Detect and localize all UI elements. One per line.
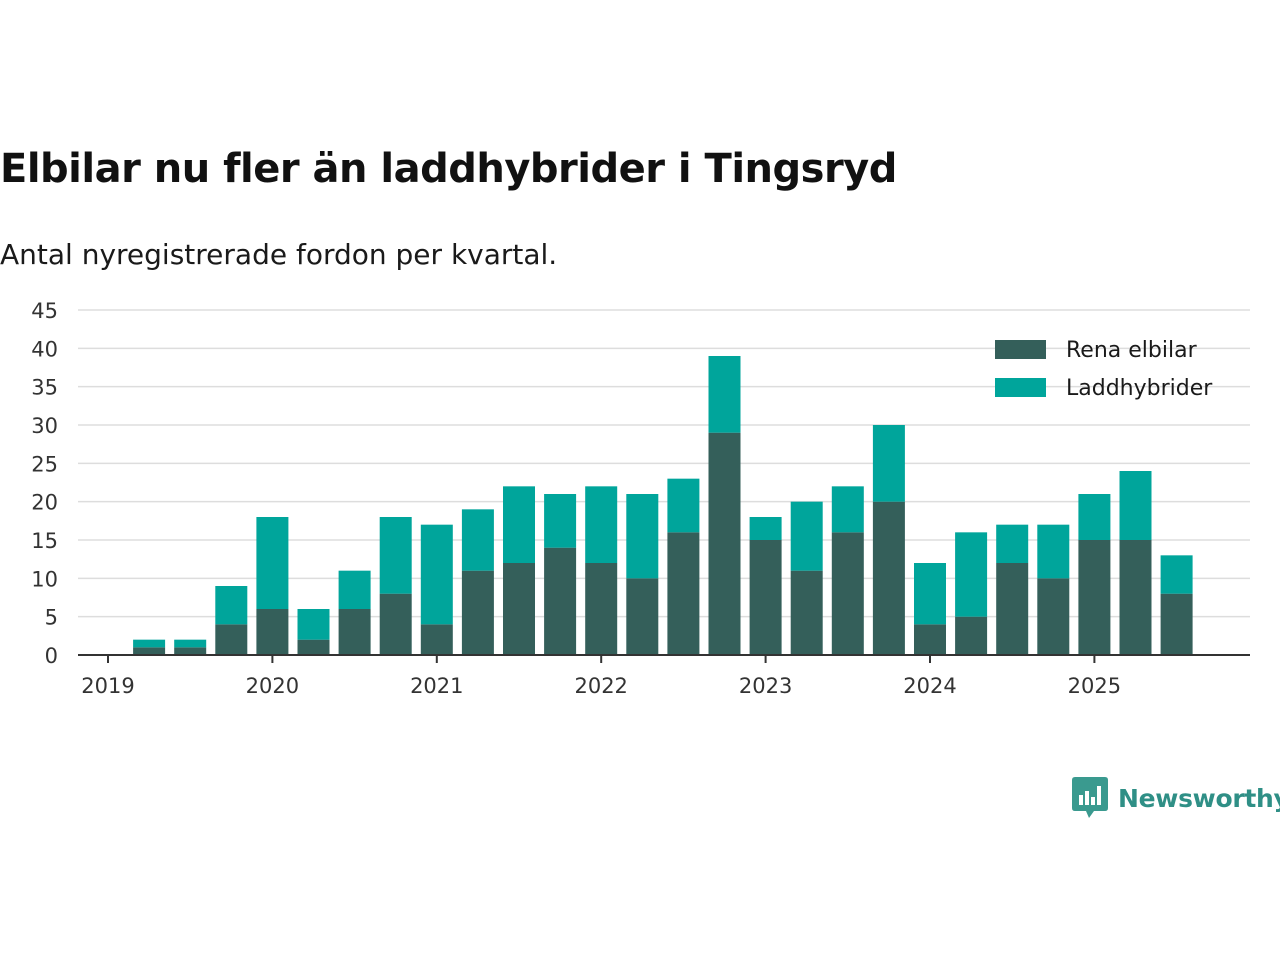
bar-laddhybrider — [338, 570, 371, 609]
bar-laddhybrider — [461, 509, 494, 571]
bar-laddhybrider — [544, 494, 577, 548]
x-tick-label: 2021 — [410, 674, 463, 698]
bar-rena-elbilar — [708, 432, 741, 655]
y-tick-label: 35 — [31, 376, 58, 400]
y-axis-ticks: 0 5 10 15 20 25 30 35 40 45 — [31, 299, 58, 668]
bar-laddhybrider — [133, 639, 166, 648]
bar-rena-elbilar — [461, 570, 494, 655]
bar-laddhybrider — [174, 639, 207, 648]
x-tick-label: 2023 — [739, 674, 792, 698]
y-tick-label: 10 — [31, 567, 58, 591]
bars — [133, 356, 1193, 655]
bar-rena-elbilar — [996, 563, 1029, 655]
brand-name: Newsworthy — [1118, 783, 1280, 813]
bar-rena-elbilar — [174, 647, 207, 655]
chart-subtitle: Antal nyregistrerade fordon per kvartal. — [0, 238, 558, 271]
bar-laddhybrider — [872, 425, 905, 502]
y-tick-label: 25 — [31, 452, 58, 476]
bar-rena-elbilar — [420, 624, 453, 655]
bar-laddhybrider — [667, 478, 700, 533]
y-tick-label: 0 — [45, 644, 58, 668]
x-tick-label: 2019 — [81, 674, 134, 698]
bar-rena-elbilar — [297, 639, 330, 655]
bar-laddhybrider — [996, 524, 1029, 563]
bar-laddhybrider — [1119, 471, 1152, 540]
y-tick-label: 40 — [31, 337, 58, 361]
bar-rena-elbilar — [1119, 540, 1152, 655]
bar-laddhybrider — [831, 486, 864, 533]
legend-label-laddhybrider: Laddhybrider — [1066, 376, 1213, 401]
bar-rena-elbilar — [133, 647, 166, 655]
bar-rena-elbilar — [626, 578, 659, 655]
x-tick-label: 2025 — [1068, 674, 1121, 698]
bar-rena-elbilar — [667, 532, 700, 655]
bar-laddhybrider — [1037, 524, 1070, 579]
legend-label-rena-elbilar: Rena elbilar — [1066, 338, 1198, 363]
x-tick-label: 2022 — [574, 674, 627, 698]
bar-laddhybrider — [297, 609, 330, 640]
y-tick-label: 30 — [31, 414, 58, 438]
bar-rena-elbilar — [256, 609, 289, 655]
x-axis: 2019 2020 2021 2022 2023 2024 2025 — [78, 654, 1250, 698]
bar-laddhybrider — [1160, 555, 1193, 594]
chart-title: Elbilar nu fler än laddhybrider i Tingsr… — [0, 146, 897, 192]
bar-laddhybrider — [626, 494, 659, 579]
bar-rena-elbilar — [790, 570, 823, 655]
bar-rena-elbilar — [503, 563, 535, 655]
bar-laddhybrider — [503, 486, 535, 563]
y-tick-label: 20 — [31, 491, 58, 515]
bar-laddhybrider — [914, 563, 946, 625]
bar-rena-elbilar — [1037, 578, 1070, 655]
newsworthy-logo-icon — [1072, 777, 1108, 818]
bar-laddhybrider — [955, 532, 988, 617]
bar-rena-elbilar — [1160, 593, 1193, 655]
bar-rena-elbilar — [831, 532, 864, 655]
bar-rena-elbilar — [338, 609, 371, 655]
bar-laddhybrider — [1078, 494, 1111, 540]
bar-rena-elbilar — [914, 624, 946, 655]
bar-laddhybrider — [379, 517, 412, 594]
x-tick-label: 2024 — [903, 674, 956, 698]
newsworthy-brand: Newsworthy — [1072, 776, 1280, 820]
bar-laddhybrider — [256, 517, 289, 609]
legend: Rena elbilar Laddhybrider — [995, 338, 1213, 401]
bar-rena-elbilar — [379, 593, 412, 655]
bar-laddhybrider — [585, 486, 618, 563]
bar-laddhybrider — [420, 524, 453, 625]
bar-laddhybrider — [708, 356, 741, 433]
bar-rena-elbilar — [544, 547, 577, 655]
bar-rena-elbilar — [1078, 540, 1111, 655]
legend-swatch-rena-elbilar — [995, 340, 1046, 359]
bar-rena-elbilar — [215, 624, 248, 655]
bar-laddhybrider — [749, 517, 782, 540]
x-tick-label: 2020 — [246, 674, 299, 698]
bar-laddhybrider — [790, 501, 823, 571]
y-tick-label: 5 — [45, 606, 58, 630]
legend-swatch-laddhybrider — [995, 378, 1046, 397]
y-tick-label: 45 — [31, 299, 58, 323]
bar-rena-elbilar — [872, 501, 905, 655]
bar-rena-elbilar — [955, 616, 988, 655]
bar-rena-elbilar — [585, 563, 618, 655]
y-tick-label: 15 — [31, 529, 58, 553]
bar-rena-elbilar — [749, 540, 782, 655]
bar-laddhybrider — [215, 586, 248, 625]
